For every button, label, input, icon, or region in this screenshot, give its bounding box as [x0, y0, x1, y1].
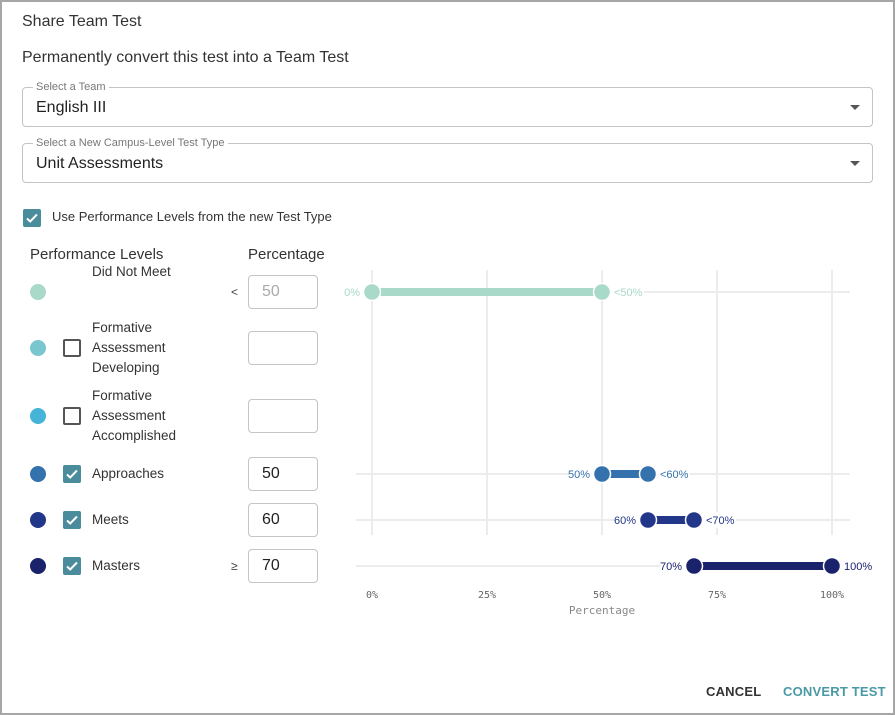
level-checkbox[interactable] — [63, 465, 81, 483]
range-start-dot — [592, 464, 612, 484]
test-type-select-value: Unit Assessments — [36, 155, 164, 172]
level-color-dot — [30, 466, 46, 482]
range-end-dot — [592, 282, 612, 302]
level-color-dot — [30, 512, 46, 528]
range-end-label: 100% — [844, 561, 872, 573]
check-icon — [66, 561, 78, 571]
level-name: Formative Assessment Accomplished — [92, 388, 177, 443]
level-checkbox[interactable] — [63, 339, 81, 357]
range-end-label: <70% — [706, 515, 735, 527]
level-name: Approaches — [92, 466, 165, 481]
range-end-dot — [822, 556, 842, 576]
dialog-title: Share Team Test — [22, 13, 142, 30]
x-tick-label: 50% — [593, 590, 611, 601]
level-color-dot — [30, 408, 46, 424]
dialog-subtitle: Permanently convert this test into a Tea… — [22, 49, 349, 66]
convert-test-button[interactable]: CONVERT TEST — [783, 684, 886, 699]
team-select[interactable]: Select a Team English III — [22, 81, 873, 127]
label-background — [698, 512, 736, 528]
level-percentage-input: 50 — [248, 275, 318, 309]
x-axis-label: Percentage — [569, 604, 635, 617]
x-tick-label: 75% — [708, 590, 726, 601]
label-background — [652, 466, 690, 482]
range-end-dot — [638, 464, 658, 484]
level-name: Masters — [92, 558, 141, 573]
chevron-down-icon[interactable] — [850, 105, 860, 110]
chevron-down-icon[interactable] — [850, 161, 860, 166]
level-checkbox[interactable] — [63, 557, 81, 575]
column-header-levels: Performance Levels — [30, 246, 164, 263]
level-name: Formative Assessment Developing — [92, 320, 166, 375]
level-name: Meets — [92, 512, 129, 527]
range-start-dot — [638, 510, 658, 530]
label-background — [606, 284, 644, 300]
level-name: Did Not Meet — [92, 264, 171, 279]
label-background — [836, 558, 874, 574]
level-percentage-input[interactable]: 50 — [248, 457, 318, 491]
cancel-button[interactable]: CANCEL — [706, 684, 762, 699]
range-end-dot — [684, 510, 704, 530]
column-header-percentage: Percentage — [248, 246, 325, 263]
x-tick-label: 0% — [366, 590, 378, 601]
label-background — [614, 512, 646, 528]
range-start-label: 50% — [568, 469, 590, 481]
range-end-label: <50% — [614, 287, 643, 299]
x-tick-label: 25% — [478, 590, 496, 601]
check-icon — [26, 213, 38, 223]
level-percentage-input[interactable] — [248, 399, 318, 433]
range-start-label: 60% — [614, 515, 636, 527]
x-tick-label: 100% — [820, 590, 844, 601]
range-start-label: 70% — [660, 561, 682, 573]
range-start-label: 0% — [344, 287, 360, 299]
level-percentage-input[interactable]: 70 — [248, 549, 318, 583]
level-symbol: ≥ — [231, 559, 238, 573]
test-type-select-label: Select a New Campus-Level Test Type — [33, 137, 228, 149]
check-icon — [66, 515, 78, 525]
team-select-value: English III — [36, 99, 107, 116]
team-select-label: Select a Team — [33, 81, 109, 93]
level-color-dot — [30, 340, 46, 356]
range-start-dot — [684, 556, 704, 576]
check-icon — [66, 469, 78, 479]
use-levels-checkbox[interactable] — [23, 209, 41, 227]
test-type-select[interactable]: Select a New Campus-Level Test Type Unit… — [22, 137, 873, 183]
range-start-dot — [362, 282, 382, 302]
range-end-label: <60% — [660, 469, 689, 481]
label-background — [660, 558, 692, 574]
level-color-dot — [30, 558, 46, 574]
level-color-dot — [30, 284, 46, 300]
level-checkbox[interactable] — [63, 407, 81, 425]
level-percentage-input[interactable]: 60 — [248, 503, 318, 537]
use-levels-label: Use Performance Levels from the new Test… — [52, 209, 332, 224]
label-background — [568, 466, 600, 482]
level-symbol: < — [231, 285, 239, 299]
level-checkbox[interactable] — [63, 511, 81, 529]
level-percentage-input[interactable] — [248, 331, 318, 365]
